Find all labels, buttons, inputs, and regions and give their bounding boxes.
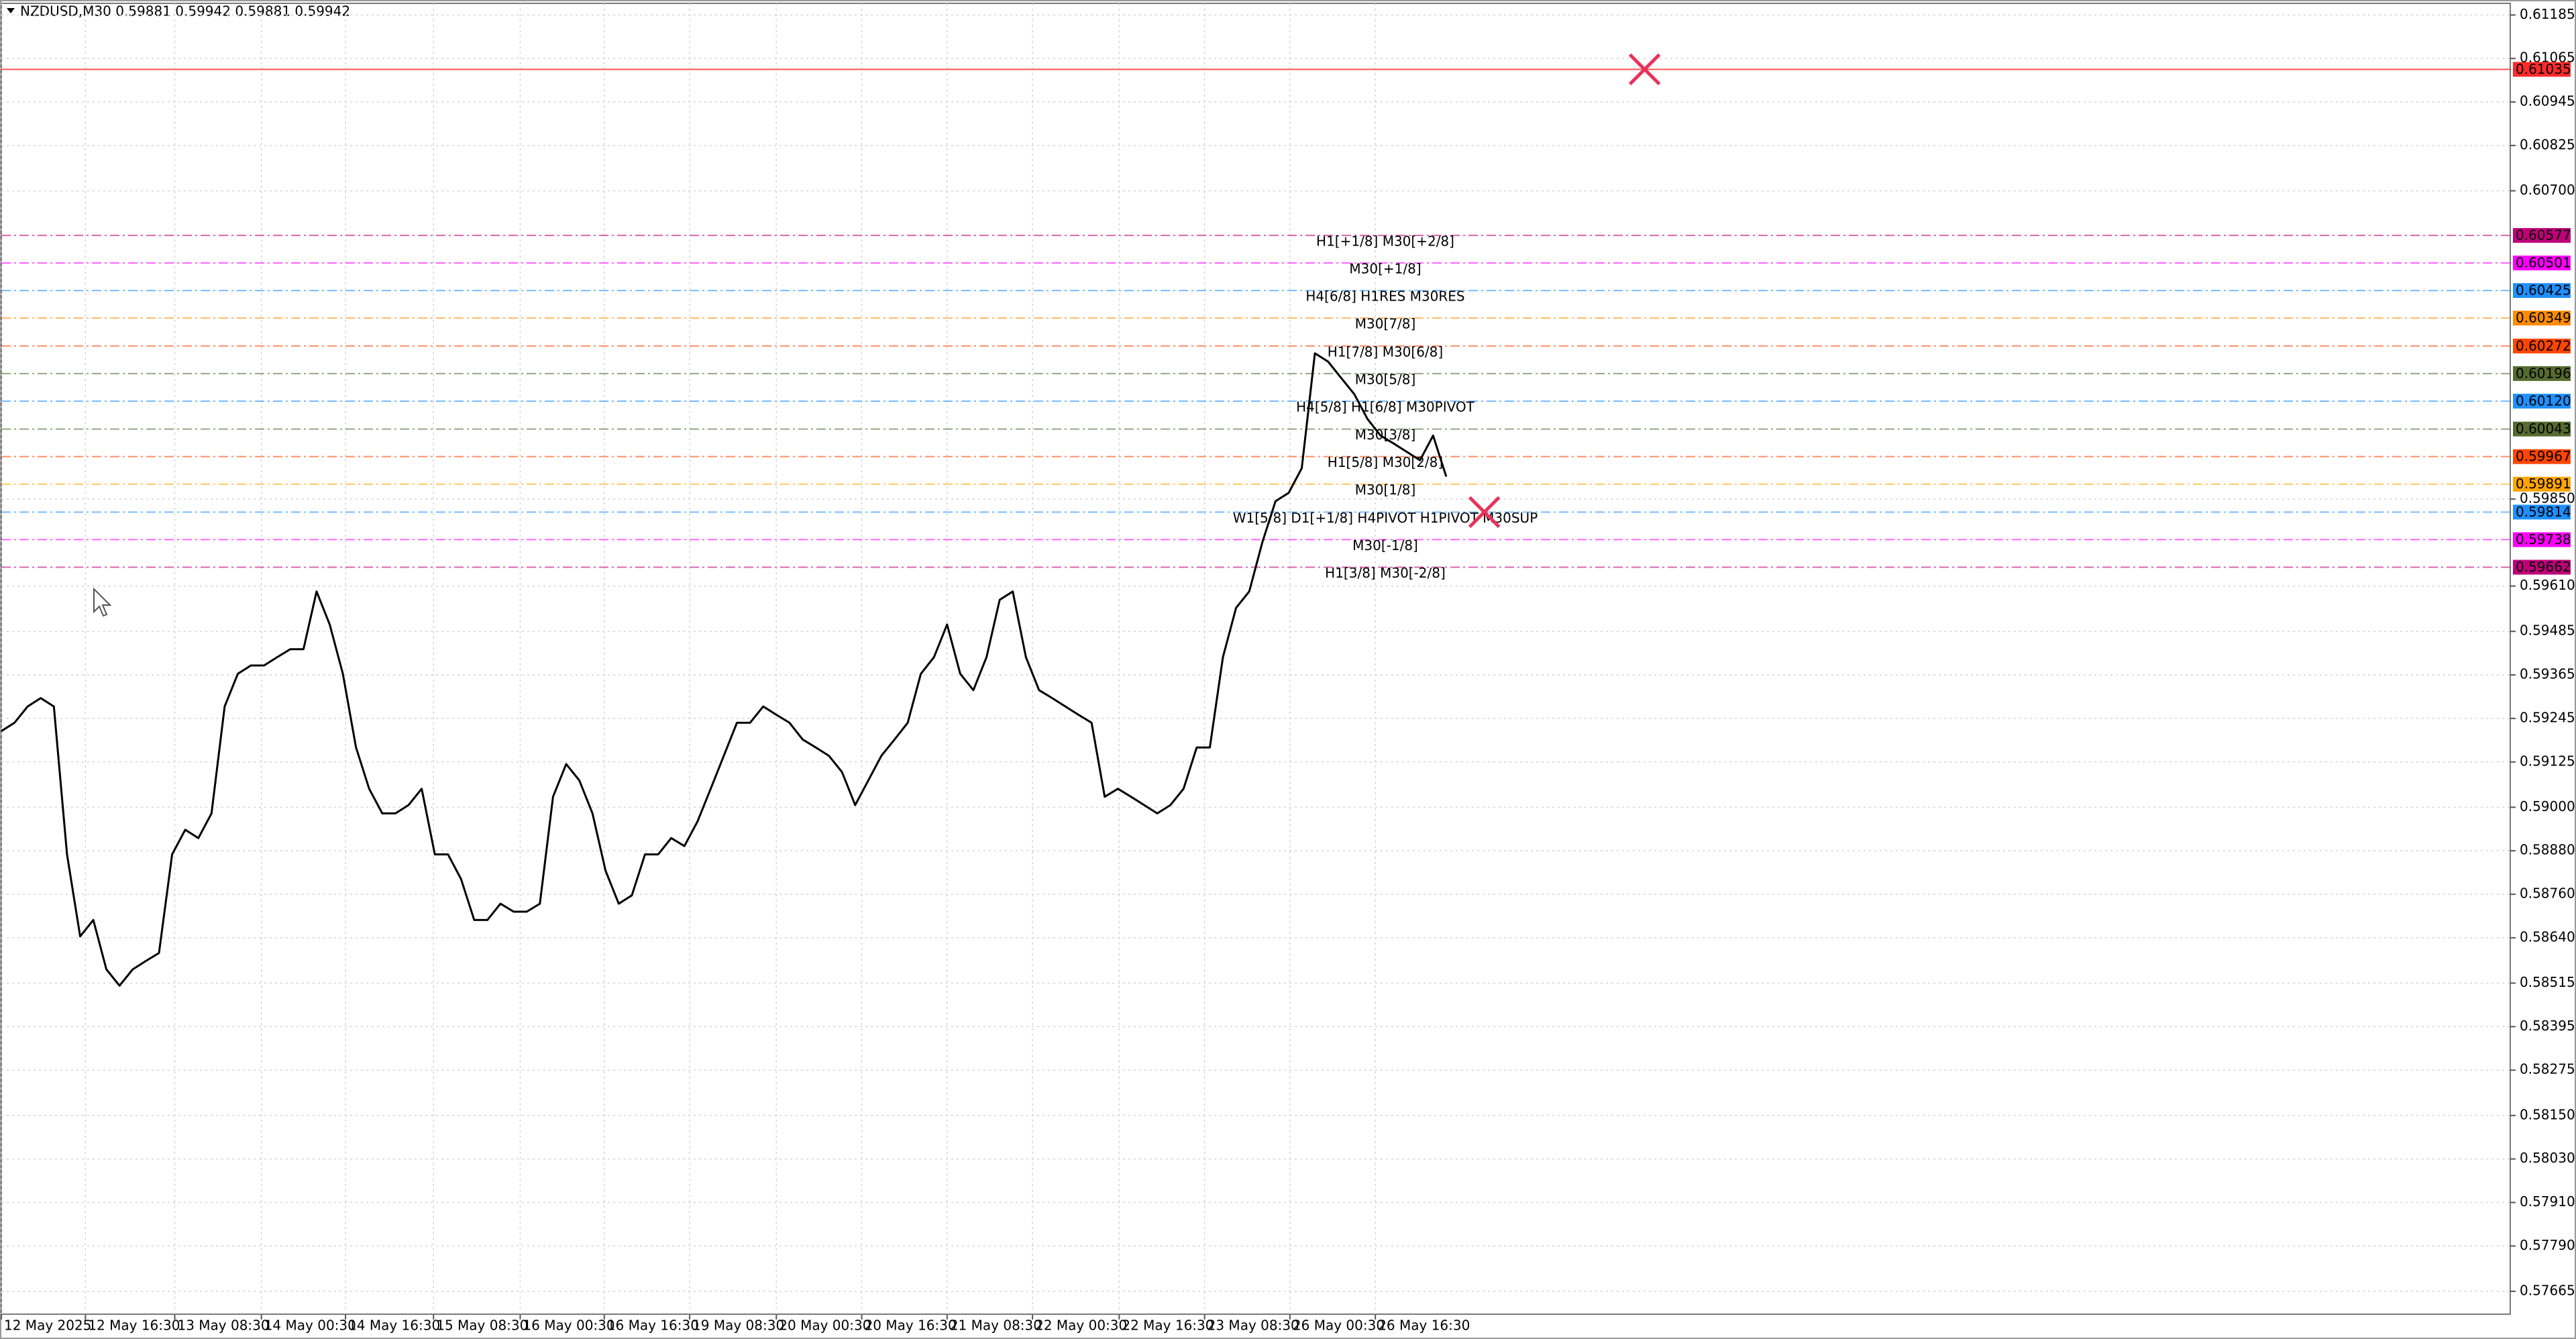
level-label: H4[5/8] H1[6/8] M30PIVOT — [1296, 398, 1475, 415]
price-box — [2513, 421, 2571, 437]
x-tick-label: 15 May 08:30 — [436, 1318, 528, 1334]
x-tick-label: 13 May 08:30 — [177, 1318, 269, 1334]
mouse-cursor — [93, 587, 112, 617]
y-tick-label: 0.58275 — [2520, 1061, 2575, 1077]
price-box — [2513, 393, 2571, 409]
x-tick-label: 23 May 08:30 — [1208, 1318, 1299, 1334]
price-box — [2513, 338, 2571, 354]
x-tick-label: 20 May 00:30 — [779, 1318, 871, 1334]
y-tick-label: 0.61185 — [2520, 6, 2575, 22]
x-tick-label: 16 May 16:30 — [607, 1318, 699, 1334]
price-box — [2513, 559, 2571, 575]
marker-stroke — [1468, 496, 1501, 529]
y-tick-label: 0.60945 — [2520, 93, 2575, 109]
price-box-label: 0.60043 — [2516, 421, 2571, 437]
y-tick-label: 0.58760 — [2520, 886, 2575, 902]
menu-arrow[interactable] — [7, 8, 15, 13]
price-box-label: 0.60120 — [2516, 392, 2571, 409]
x-tick-label: 14 May 16:30 — [348, 1318, 440, 1334]
y-tick-label: 0.59000 — [2520, 798, 2575, 814]
price-box — [2513, 449, 2571, 464]
x-tick-label: 20 May 16:30 — [865, 1318, 957, 1334]
x-tick-label: 22 May 00:30 — [1035, 1318, 1127, 1334]
y-tick-label: 0.57910 — [2520, 1193, 2575, 1210]
price-box — [2513, 256, 2571, 271]
y-tick-label: 0.58150 — [2520, 1106, 2575, 1122]
x-tick-label: 16 May 00:30 — [523, 1318, 614, 1334]
price-box-label: 0.59891 — [2516, 476, 2571, 492]
price-box-label: 0.60501 — [2516, 255, 2571, 271]
level-label: M30[7/8] — [1355, 316, 1416, 332]
price-box-label: 0.59662 — [2516, 559, 2571, 575]
price-box-label: 0.59738 — [2516, 531, 2571, 547]
price-box — [2513, 227, 2571, 243]
x-tick-label: 22 May 16:30 — [1122, 1318, 1214, 1334]
price-box-label: 0.59814 — [2516, 504, 2571, 520]
x-tick-label: 19 May 08:30 — [692, 1318, 784, 1334]
y-tick-label: 0.58640 — [2520, 928, 2575, 945]
level-label: H1[3/8] M30[-2/8] — [1325, 565, 1446, 581]
price-box — [2513, 476, 2571, 492]
y-tick-label: 0.59610 — [2520, 577, 2575, 593]
level-label: M30[+1/8] — [1349, 261, 1421, 277]
y-tick-label: 0.60700 — [2520, 182, 2575, 198]
price-box-label: 0.60196 — [2516, 365, 2571, 381]
signal-marker — [1628, 53, 1661, 86]
x-tick-label: 26 May 16:30 — [1378, 1318, 1470, 1334]
level-label: H4[6/8] H1RES M30RES — [1305, 288, 1464, 305]
price-box-label: 0.60425 — [2516, 282, 2571, 299]
price-box — [2513, 366, 2571, 381]
x-tick-label: 26 May 00:30 — [1293, 1318, 1385, 1334]
y-tick-label: 0.59125 — [2520, 753, 2575, 769]
level-label: H1[5/8] M30[2/8] — [1328, 454, 1443, 470]
signal-marker — [1468, 496, 1501, 529]
x-tick-label: 12 May 16:30 — [88, 1318, 180, 1334]
price-box — [2513, 62, 2571, 77]
y-tick-label: 0.59485 — [2520, 623, 2575, 639]
x-tick-label: 21 May 08:30 — [950, 1318, 1042, 1334]
level-label: H1[7/8] M30[6/8] — [1328, 343, 1443, 360]
y-tick-label: 0.58515 — [2520, 974, 2575, 990]
chart-title: NZDUSD,M30 0.59881 0.59942 0.59881 0.599… — [20, 3, 350, 19]
price-box-label: 0.61035 — [2516, 61, 2571, 77]
x-tick-label: 12 May 2025 — [4, 1318, 91, 1334]
y-tick-label: 0.58030 — [2520, 1150, 2575, 1166]
price-box-label: 0.60349 — [2516, 310, 2571, 326]
y-tick-label: 0.58395 — [2520, 1018, 2575, 1034]
price-box-label: 0.59967 — [2516, 448, 2571, 464]
level-label: M30[-1/8] — [1352, 537, 1418, 553]
level-label: M30[3/8] — [1355, 427, 1416, 443]
y-tick-label: 0.57790 — [2520, 1237, 2575, 1253]
price-box — [2513, 504, 2571, 520]
level-label: M30[5/8] — [1355, 371, 1416, 387]
level-label: M30[1/8] — [1355, 482, 1416, 498]
price-line — [1, 352, 1448, 987]
y-tick-label: 0.59850 — [2520, 490, 2575, 506]
x-tick-label: 14 May 00:30 — [264, 1318, 356, 1334]
price-box — [2513, 283, 2571, 299]
y-tick-label: 0.59365 — [2520, 666, 2575, 682]
level-label: H1[+1/8] M30[+2/8] — [1316, 233, 1454, 249]
y-tick-label: 0.57665 — [2520, 1282, 2575, 1298]
marker-stroke — [1628, 53, 1661, 86]
price-box-label: 0.60577 — [2516, 227, 2571, 243]
price-box — [2513, 311, 2571, 326]
price-box — [2513, 532, 2571, 547]
y-tick-label: 0.58880 — [2520, 842, 2575, 858]
y-tick-label: 0.59245 — [2520, 709, 2575, 725]
y-tick-label: 0.60825 — [2520, 136, 2575, 152]
price-box-label: 0.60272 — [2516, 337, 2571, 354]
